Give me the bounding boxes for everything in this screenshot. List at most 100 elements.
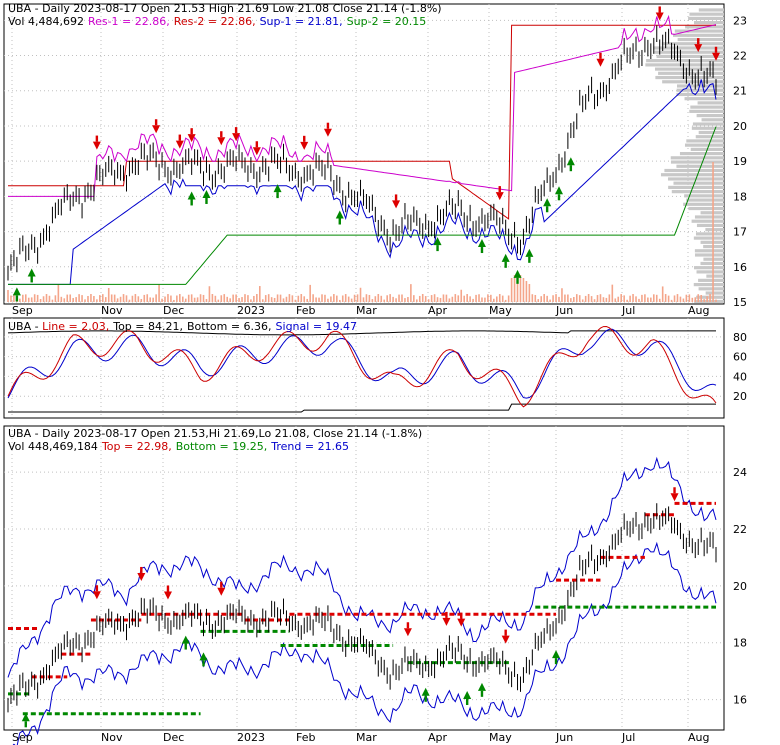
volume-bar: [134, 294, 137, 302]
buy-arrow-stem: [202, 660, 205, 667]
volume-bar: [573, 297, 575, 302]
sell-arrow: [442, 617, 451, 626]
volume-bar: [72, 298, 74, 302]
volume-profile-bar: [689, 109, 724, 113]
volume-bar: [575, 294, 578, 302]
volume-bar: [140, 298, 143, 302]
trend-header-trend: Trend = 21.65: [270, 440, 349, 453]
volume-profile-bar: [655, 75, 724, 80]
y-tick-label: 21: [733, 85, 747, 98]
volume-bar: [448, 298, 451, 302]
buy-arrow: [543, 198, 552, 207]
sup2-line: [8, 126, 717, 285]
x-tick-label: Sep: [12, 731, 33, 744]
osc-main-line: [7, 325, 717, 408]
sell-arrow-stem: [190, 128, 193, 135]
volume-bar: [170, 295, 172, 302]
volume-bar: [66, 294, 69, 302]
y-tick-label: 60: [733, 351, 747, 364]
volume-bar: [241, 297, 243, 302]
volume-profile-bar: [693, 282, 724, 287]
volume-bar: [223, 294, 226, 302]
volume-bar: [152, 297, 154, 302]
volume-bar: [365, 294, 368, 302]
buy-arrow: [554, 186, 563, 195]
volume-profile-bar: [698, 287, 724, 291]
volume-bar: [383, 299, 386, 302]
volume-profile-bar: [705, 228, 724, 232]
volume-bar: [143, 294, 146, 302]
volume-bar: [442, 294, 445, 302]
volume-bar: [418, 295, 421, 302]
volume-bar: [469, 296, 471, 302]
volume-bar: [519, 275, 522, 302]
volume-bar: [90, 294, 92, 302]
volume-profile-bar: [671, 190, 724, 194]
sell-arrow-stem: [460, 612, 463, 619]
volume-bar: [715, 299, 717, 302]
volume-bar: [244, 294, 246, 302]
volume-profile-bar: [679, 152, 724, 156]
volume-bar: [270, 297, 273, 302]
volume-bar: [561, 288, 563, 302]
volume-bar: [404, 298, 406, 302]
y-tick-label: 22: [733, 50, 747, 63]
sell-arrow: [596, 58, 605, 67]
volume-profile-bar: [694, 215, 724, 219]
volume-bar: [395, 298, 397, 302]
volume-bar: [709, 294, 711, 302]
x-tick-label: May: [489, 304, 512, 317]
volume-bar: [490, 294, 492, 302]
volume-bar: [279, 294, 282, 302]
volume-bar: [546, 295, 548, 302]
volume-bar: [487, 294, 489, 302]
x-tick-label: Sep: [12, 304, 33, 317]
y-tick-label: 20: [733, 120, 747, 133]
volume-bar: [327, 298, 329, 302]
volume-profile-bar: [706, 274, 724, 278]
trend-candles: [7, 503, 717, 713]
sell-arrow-stem: [166, 585, 170, 592]
volume-profile-bar: [656, 54, 724, 59]
trend-lower-band: [12, 541, 717, 745]
volume-profile-bar: [684, 143, 724, 147]
buy-arrow: [477, 239, 486, 248]
volume-bar: [605, 297, 608, 302]
volume-bar: [584, 295, 587, 302]
volume-profile-bar: [695, 232, 724, 236]
volume-bar: [697, 294, 700, 302]
volume-bar: [466, 294, 468, 302]
buy-arrow-stem: [528, 256, 531, 263]
buy-arrow-stem: [15, 295, 19, 302]
volume-bar: [445, 294, 448, 302]
volume-bar: [7, 290, 9, 302]
y-tick-label: 20: [733, 390, 747, 403]
volume-bar: [564, 294, 566, 302]
volume-profile-bar: [694, 266, 724, 270]
volume-bar: [641, 294, 643, 302]
volume-profile-bar: [646, 59, 724, 63]
sell-arrow: [403, 628, 412, 637]
buy-arrow: [421, 687, 430, 696]
volume-bar: [614, 298, 617, 302]
volume-bar: [433, 294, 436, 302]
y-tick-label: 20: [733, 580, 747, 593]
trend-header-top: Top = 22.98,: [101, 440, 172, 453]
volume-bar: [667, 295, 670, 302]
volume-bar: [353, 294, 356, 302]
volume-bar: [593, 299, 596, 302]
volume-bar: [173, 299, 175, 302]
volume-bar: [712, 162, 714, 302]
volume-bar: [99, 295, 101, 302]
volume-bar: [226, 296, 229, 302]
y-tick-label: 19: [733, 155, 747, 168]
volume-bar: [258, 286, 261, 302]
y-tick-label: 17: [733, 226, 747, 239]
volume-bar: [78, 294, 80, 302]
buy-arrow-stem: [504, 261, 507, 268]
volume-bar: [531, 294, 534, 302]
volume-bar: [193, 297, 196, 302]
x-tick-label: Nov: [101, 304, 123, 317]
volume-profile-bar: [693, 21, 724, 25]
